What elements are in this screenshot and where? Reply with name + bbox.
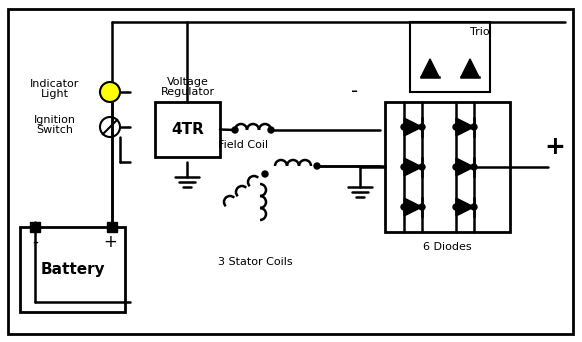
- Bar: [107, 222, 117, 232]
- Circle shape: [401, 204, 407, 210]
- Circle shape: [401, 164, 407, 170]
- Circle shape: [471, 164, 477, 170]
- Polygon shape: [421, 59, 439, 77]
- Text: 6 Diodes: 6 Diodes: [423, 242, 472, 252]
- Circle shape: [453, 164, 459, 170]
- Text: Voltage: Voltage: [166, 77, 208, 87]
- Circle shape: [262, 171, 268, 177]
- Text: Indicator: Indicator: [30, 79, 80, 89]
- Polygon shape: [404, 158, 422, 176]
- Text: 4TR: 4TR: [171, 122, 204, 137]
- Text: 3 Stator Coils: 3 Stator Coils: [218, 257, 292, 267]
- Bar: [385, 102, 510, 232]
- Bar: [30, 222, 40, 232]
- Circle shape: [268, 127, 274, 133]
- Circle shape: [232, 127, 238, 133]
- Circle shape: [419, 164, 425, 170]
- Text: +: +: [545, 135, 566, 159]
- Circle shape: [471, 124, 477, 130]
- Bar: [20, 227, 125, 312]
- Polygon shape: [404, 198, 422, 216]
- Circle shape: [453, 124, 459, 130]
- Text: +: +: [103, 233, 117, 251]
- Circle shape: [401, 124, 407, 130]
- Text: Field Coil: Field Coil: [218, 140, 268, 150]
- Circle shape: [453, 204, 459, 210]
- Polygon shape: [404, 118, 422, 136]
- Text: -: -: [352, 82, 359, 102]
- Polygon shape: [461, 59, 479, 77]
- Polygon shape: [456, 198, 474, 216]
- Text: Trio: Trio: [470, 27, 490, 37]
- Circle shape: [100, 82, 120, 102]
- Circle shape: [314, 163, 320, 169]
- Polygon shape: [456, 158, 474, 176]
- Text: Battery: Battery: [40, 262, 105, 277]
- Text: Switch: Switch: [37, 125, 73, 135]
- Bar: [155, 102, 220, 157]
- Text: Ignition: Ignition: [34, 115, 76, 125]
- Circle shape: [419, 204, 425, 210]
- Circle shape: [471, 204, 477, 210]
- Text: -: -: [32, 233, 38, 251]
- Bar: [410, 22, 490, 92]
- Circle shape: [419, 124, 425, 130]
- Polygon shape: [456, 118, 474, 136]
- Text: Regulator: Regulator: [161, 87, 215, 97]
- Text: Light: Light: [41, 89, 69, 99]
